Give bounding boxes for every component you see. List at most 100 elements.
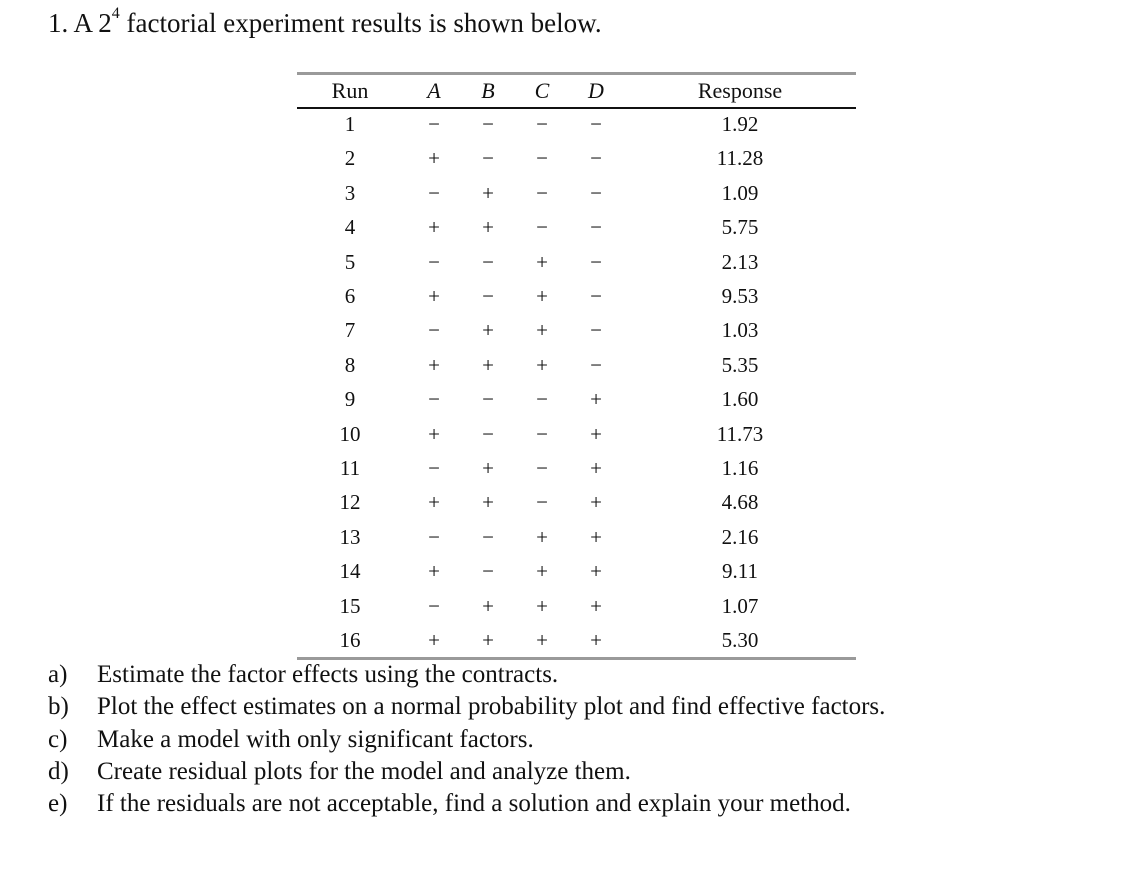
table-cell: +	[536, 593, 548, 618]
problem-text: A 2	[73, 8, 112, 38]
table-cell: 8	[344, 352, 356, 377]
table-cell: +	[428, 421, 440, 446]
table-cell: −	[590, 146, 602, 171]
table-cell: +	[590, 490, 602, 515]
table-cell: +	[428, 146, 440, 171]
table-cell: −	[428, 456, 440, 480]
table-cell: −	[590, 180, 602, 205]
question-label: b)	[48, 693, 69, 721]
column-header: C	[534, 78, 550, 103]
question-label: d)	[48, 757, 69, 785]
table-cell: 1.60	[721, 387, 759, 412]
table-cell: +	[536, 559, 548, 584]
table-cell: 5	[344, 249, 356, 274]
table-cell: −	[536, 180, 548, 205]
table-cell: −	[590, 284, 602, 308]
column-header: A	[427, 78, 441, 103]
table-cell: −	[536, 387, 548, 412]
table-cell: −	[482, 112, 494, 136]
table-cell: −	[536, 421, 548, 446]
table-cell: +	[482, 318, 494, 343]
table-header-rule	[297, 107, 856, 109]
table-cell: 11.28	[716, 146, 764, 171]
table-cell: +	[482, 456, 494, 480]
table-cell: 11	[339, 456, 361, 480]
problem-number: 1.	[48, 8, 69, 38]
table-cell: +	[536, 524, 548, 549]
table-cell: −	[482, 421, 494, 446]
table-cell: −	[482, 524, 494, 549]
table-cell: +	[536, 249, 548, 274]
table-cell: 7	[344, 318, 356, 343]
table-cell: +	[428, 215, 440, 240]
question-label: c)	[48, 725, 68, 753]
table-cell: −	[536, 215, 548, 240]
table-cell: 5.35	[721, 352, 759, 377]
table-cell: +	[428, 352, 440, 377]
column-header: Run	[331, 78, 369, 103]
table-cell: −	[536, 112, 548, 136]
table-cell: 9.53	[721, 284, 759, 308]
table-cell: −	[536, 456, 548, 480]
table-cell: −	[590, 352, 602, 377]
question-label: a)	[48, 661, 68, 688]
table-cell: 16	[339, 628, 361, 652]
table-cell: 9.11	[722, 559, 758, 584]
table-cell: 3	[344, 180, 356, 205]
table-cell: −	[482, 146, 494, 171]
table-cell: 15	[339, 593, 361, 618]
problem-text: factorial experiment results is shown be…	[119, 8, 602, 38]
table-cell: −	[590, 249, 602, 274]
table-cell: +	[590, 387, 602, 412]
table-cell: +	[482, 628, 494, 652]
table-cell: +	[590, 421, 602, 446]
table-cell: −	[590, 215, 602, 240]
table-cell: 4.68	[721, 490, 759, 515]
table-cell: −	[590, 318, 602, 343]
table-cell: +	[428, 628, 440, 652]
table-cell: +	[590, 559, 602, 584]
table-cell: 1.07	[721, 593, 759, 618]
question-text: Make a model with only significant facto…	[97, 725, 534, 753]
table-cell: −	[536, 490, 548, 515]
column-header: Response	[697, 78, 783, 103]
table-cell: +	[590, 524, 602, 549]
table-cell: 2.13	[721, 249, 759, 274]
table-cell: +	[482, 352, 494, 377]
table-cell: +	[428, 490, 440, 515]
question-label: e)	[48, 790, 68, 818]
table-cell: 9	[344, 387, 356, 412]
problem-statement: 1. A 24 factorial experiment results is …	[48, 5, 602, 39]
table-cell: −	[482, 284, 494, 308]
table-cell: 1.92	[721, 112, 759, 136]
table-cell: 2.16	[721, 524, 759, 549]
table-cell: −	[428, 180, 440, 205]
table-cell: +	[536, 318, 548, 343]
table-cell: 5.30	[721, 628, 759, 652]
table-cell: +	[428, 284, 440, 308]
table-cell: −	[428, 249, 440, 274]
table-cell: +	[536, 284, 548, 308]
table-cell: −	[482, 387, 494, 412]
table-cell: 11.73	[716, 421, 764, 446]
table-cell: −	[482, 559, 494, 584]
table-top-rule	[297, 72, 856, 75]
table-cell: −	[590, 112, 602, 136]
table-cell: +	[482, 490, 494, 515]
table-cell: 12	[339, 490, 361, 515]
table-cell: +	[482, 215, 494, 240]
table-cell: −	[428, 112, 440, 136]
table-cell: +	[536, 352, 548, 377]
table-cell: +	[536, 628, 548, 652]
table-cell: 14	[339, 559, 361, 584]
table-cell: +	[482, 180, 494, 205]
table-cell: −	[482, 249, 494, 274]
table-cell: −	[428, 593, 440, 618]
exponent: 4	[111, 5, 120, 22]
column-header: B	[481, 78, 495, 103]
question-text: Estimate the factor effects using the co…	[97, 661, 559, 688]
table-cell: 1	[344, 112, 356, 136]
table-cell: 4	[344, 215, 356, 240]
table-cell: −	[428, 524, 440, 549]
table-cell: 2	[344, 146, 356, 171]
